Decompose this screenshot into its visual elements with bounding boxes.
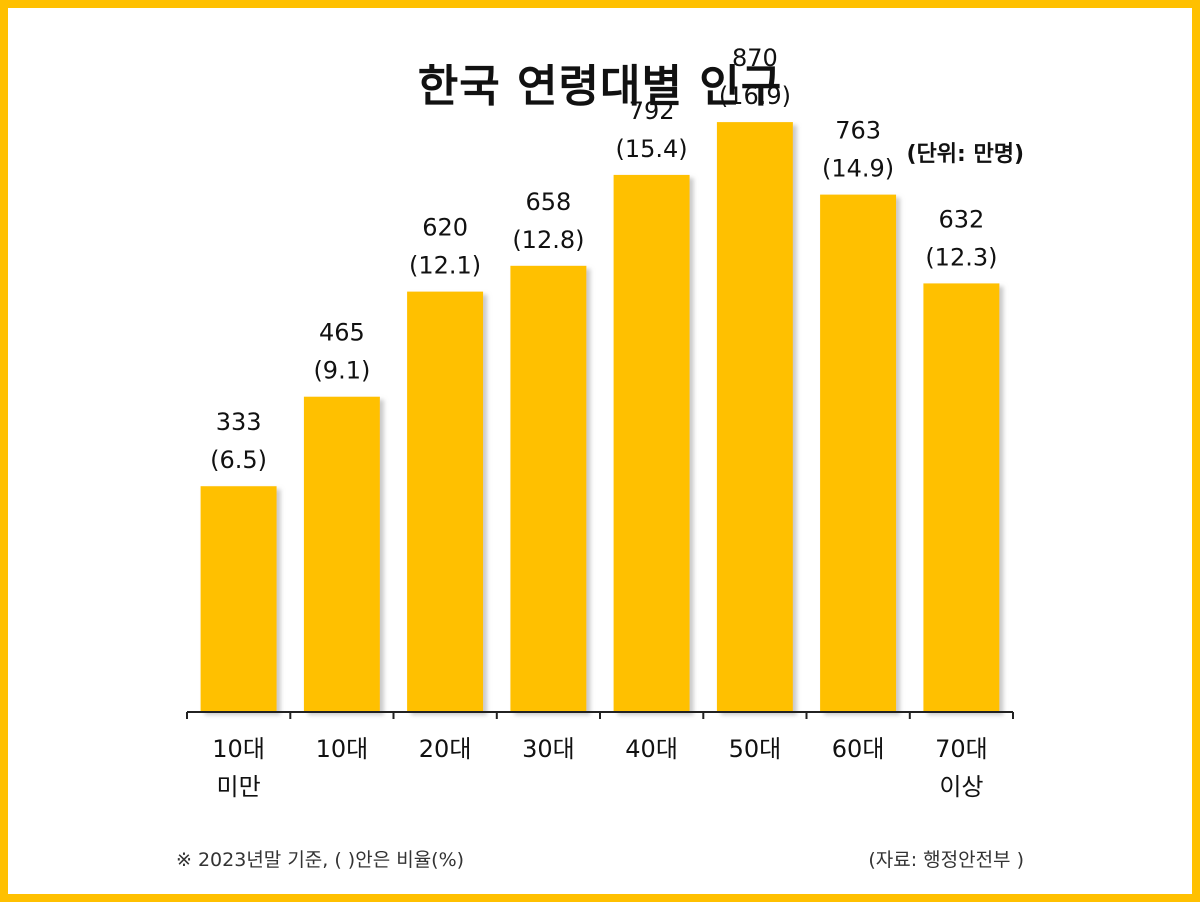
category-label-5-0: 50대 bbox=[729, 735, 782, 763]
footnote: ※ 2023년말 기준, ( )안은 비율(%) bbox=[176, 849, 465, 871]
value-label-5: 870 bbox=[732, 44, 778, 72]
percent-label-3: (12.8) bbox=[512, 226, 584, 254]
chart-title: 한국 연령대별 인구 bbox=[417, 61, 783, 112]
percent-label-6: (14.9) bbox=[822, 155, 894, 183]
percent-label-1: (9.1) bbox=[313, 357, 370, 385]
unit-note: (단위: 만명) bbox=[906, 142, 1024, 167]
bar-4 bbox=[613, 174, 690, 712]
bar-6 bbox=[820, 194, 897, 713]
bar-3 bbox=[510, 265, 587, 712]
value-label-1: 465 bbox=[319, 319, 365, 347]
data-labels-group: (6.5) 333 (9.1) 465 (12.1) 620 (12.8) 658 (15.4)… bbox=[210, 44, 997, 474]
percent-label-5: (16.9) bbox=[719, 82, 791, 110]
category-label-7-0: 70대 bbox=[935, 735, 988, 763]
value-label-3: 658 bbox=[525, 188, 571, 216]
category-label-0-0: 10대 bbox=[212, 735, 265, 763]
value-label-6: 763 bbox=[835, 117, 881, 145]
bar-0 bbox=[200, 486, 277, 712]
category-label-4-0: 40대 bbox=[625, 735, 678, 763]
category-label-1-0: 10대 bbox=[316, 735, 369, 763]
category-label-7-1: 이상 bbox=[939, 773, 983, 801]
bar-1 bbox=[303, 396, 380, 712]
source-note: (자료: 행정안전부 ) bbox=[868, 849, 1024, 871]
value-label-2: 620 bbox=[422, 214, 468, 242]
category-label-2-0: 20대 bbox=[419, 735, 472, 763]
percent-label-2: (12.1) bbox=[409, 252, 481, 280]
value-label-0: 333 bbox=[216, 408, 262, 436]
bars-group bbox=[200, 122, 1000, 713]
category-label-3-0: 30대 bbox=[522, 735, 575, 763]
percent-label-0: (6.5) bbox=[210, 446, 267, 474]
category-label-0-1: 미만 bbox=[217, 773, 261, 801]
bar-2 bbox=[407, 291, 484, 712]
category-label-6-0: 60대 bbox=[832, 735, 885, 763]
percent-label-4: (15.4) bbox=[616, 135, 688, 163]
bar-7 bbox=[923, 283, 1000, 712]
percent-label-7: (12.3) bbox=[925, 243, 997, 271]
bar-5 bbox=[716, 122, 793, 713]
value-label-7: 632 bbox=[938, 205, 984, 233]
x-axis bbox=[186, 711, 1014, 719]
value-label-4: 792 bbox=[629, 97, 675, 125]
